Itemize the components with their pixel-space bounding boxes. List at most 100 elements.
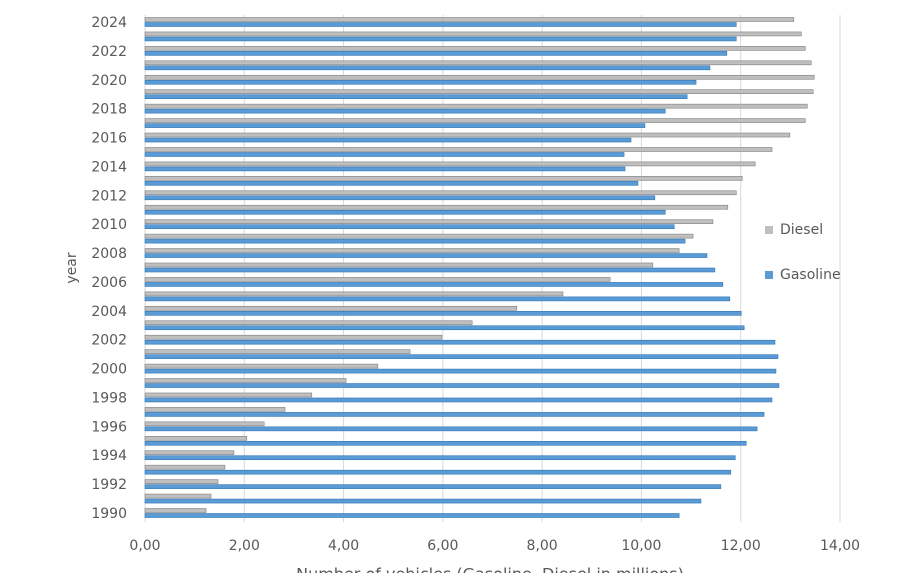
bar: [144, 412, 765, 417]
y-tick-label: 1998: [91, 390, 127, 406]
bar: [144, 17, 795, 22]
bar: [144, 74, 815, 80]
bar: [144, 147, 773, 152]
y-tick-label: 2016: [91, 131, 127, 147]
bar: [144, 36, 737, 42]
bar: [144, 513, 680, 518]
legend-label: Gasoline: [780, 267, 841, 283]
bar: [144, 455, 736, 461]
bar: [144, 334, 443, 340]
y-tick-label: 2000: [91, 362, 127, 378]
bar: [144, 426, 758, 432]
bar: [144, 161, 756, 167]
y-tick-label: 1996: [91, 419, 127, 435]
bar: [144, 94, 688, 100]
bar: [144, 440, 747, 446]
bar: [144, 65, 711, 71]
bar: [144, 339, 776, 345]
bar: [144, 46, 806, 51]
bar: [144, 132, 791, 138]
legend-label: Diesel: [780, 222, 823, 238]
bar: [144, 181, 639, 186]
bar: [144, 354, 779, 359]
bar: [144, 498, 702, 504]
bar: [144, 267, 716, 273]
bar: [144, 277, 611, 282]
bar: [144, 118, 806, 123]
bar: [144, 190, 737, 196]
bar: [144, 108, 666, 114]
legend-swatch: [765, 226, 773, 234]
bar: [144, 204, 729, 210]
bar: [144, 306, 518, 311]
y-tick-label: 2006: [91, 275, 127, 291]
x-tick-label: 14,00: [820, 538, 860, 554]
bar: [144, 421, 265, 427]
y-tick-label: 1990: [91, 506, 127, 522]
y-tick-label: 2020: [91, 73, 127, 89]
bar: [144, 51, 728, 56]
bar: [144, 464, 226, 470]
y-tick-label: 1994: [91, 448, 127, 464]
x-tick-label: 0,00: [129, 538, 160, 554]
bar: [144, 435, 248, 441]
bar: [144, 311, 742, 316]
bar: [144, 209, 666, 215]
bar: [144, 450, 235, 456]
x-tick-label: 12,00: [721, 538, 761, 554]
bar: [144, 195, 656, 201]
bar: [144, 469, 732, 475]
legend-swatch: [765, 271, 773, 279]
bar: [144, 137, 632, 143]
bar: [144, 219, 714, 224]
bar: [144, 296, 731, 302]
bar: [144, 397, 773, 403]
x-tick-label: 2,00: [229, 538, 260, 554]
bar: [144, 325, 745, 331]
bar: [144, 123, 646, 128]
y-tick-label: 2022: [91, 44, 127, 60]
bar: [144, 392, 313, 398]
bar: [144, 320, 473, 326]
bar: [144, 378, 347, 383]
bar: [144, 166, 626, 172]
y-tick-label: 1992: [91, 477, 127, 493]
bar: [144, 60, 812, 66]
y-tick-label: 2012: [91, 188, 127, 204]
bar: [144, 484, 722, 489]
bar: [144, 22, 737, 27]
bar: [144, 31, 802, 37]
y-tick-label: 2010: [91, 217, 127, 233]
bar: [144, 479, 219, 484]
y-tick-label: 2014: [91, 159, 127, 175]
y-axis-label: year: [64, 252, 80, 283]
y-tick-label: 2018: [91, 102, 127, 118]
bar: [144, 238, 686, 244]
bar: [144, 248, 680, 253]
bar: [144, 383, 780, 388]
bar: [144, 407, 286, 412]
bar: [144, 176, 743, 181]
y-tick-label: 2024: [91, 15, 127, 31]
y-tick-label: 2002: [91, 333, 127, 349]
bar: [144, 152, 625, 157]
bar: [144, 291, 564, 297]
bar: [144, 79, 697, 85]
bar: [144, 349, 411, 354]
bar: [144, 233, 694, 239]
x-tick-label: 10,00: [621, 538, 661, 554]
bar: [144, 368, 777, 374]
y-tick-label: 2008: [91, 246, 127, 262]
bar: [144, 89, 814, 95]
bar: [144, 224, 675, 229]
bar: [144, 282, 724, 287]
bar: [144, 262, 654, 268]
bar: [144, 508, 207, 513]
x-tick-label: 8,00: [527, 538, 558, 554]
y-tick-label: 2004: [91, 304, 127, 320]
bar: [144, 363, 379, 369]
bar: [144, 253, 708, 258]
x-axis-label: Number of vehicles (Gasoline, Diesel in …: [296, 565, 684, 573]
bar: [144, 103, 808, 109]
x-tick-label: 6,00: [427, 538, 458, 554]
